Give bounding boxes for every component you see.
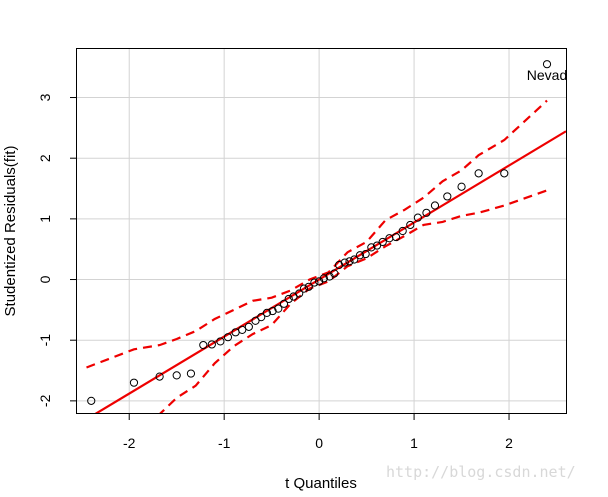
data-point — [295, 289, 304, 298]
plot-area: Nevad — [86, 60, 567, 413]
data-point — [284, 294, 293, 304]
data-point — [330, 269, 339, 278]
data-point — [350, 255, 359, 264]
data-point — [257, 313, 266, 322]
y-tick-label: -2 — [37, 394, 53, 407]
data-point — [251, 316, 260, 325]
y-tick-label: 1 — [37, 215, 53, 223]
data-point — [299, 284, 309, 293]
grid-lines — [77, 49, 566, 413]
x-tick-label: 1 — [410, 435, 418, 451]
data-point — [361, 249, 370, 259]
data-point — [474, 169, 483, 178]
data-point — [262, 308, 272, 317]
data-point — [223, 333, 233, 342]
data-point — [413, 213, 422, 222]
data-point — [422, 208, 431, 217]
data-point — [304, 282, 313, 291]
data-point — [129, 378, 139, 387]
lower-confidence-envelope — [159, 189, 548, 413]
data-point — [238, 325, 247, 334]
data-point — [372, 241, 382, 250]
data-point — [268, 306, 277, 316]
x-axis-title: t Quantiles — [285, 475, 357, 492]
upper-confidence-envelope — [86, 99, 548, 369]
x-tick-label: -1 — [218, 435, 231, 451]
data-point — [378, 237, 387, 247]
point-annotation: Nevad — [527, 67, 567, 83]
data-point — [391, 232, 401, 242]
data-point — [172, 371, 181, 380]
data-point — [279, 299, 289, 308]
data-point — [207, 340, 216, 349]
y-axis-title: Studentized Residuals(fit) — [2, 146, 19, 317]
data-point — [542, 60, 552, 69]
data-point — [334, 260, 344, 270]
data-point — [398, 226, 407, 236]
data-point — [199, 340, 208, 350]
data-point — [186, 369, 196, 378]
y-tick-label: -1 — [37, 334, 53, 347]
data-point — [319, 274, 328, 283]
data-point — [443, 192, 452, 201]
data-point — [367, 243, 376, 252]
data-point — [457, 182, 466, 191]
data-point — [430, 201, 440, 210]
data-point — [87, 396, 96, 405]
watermark: http://blog.csdn.net/ — [386, 463, 576, 481]
data-point — [500, 169, 509, 178]
data-point — [274, 304, 283, 313]
y-tick-label: 3 — [37, 93, 53, 101]
x-tick-label: -2 — [123, 435, 136, 451]
y-tick-label: 0 — [37, 275, 53, 283]
data-point — [310, 278, 319, 287]
axes: -2 -1 0 1 2 -2 -1 0 1 2 3 — [37, 93, 513, 451]
data-point — [155, 372, 164, 381]
plot-frame — [76, 48, 567, 414]
data-point — [244, 322, 253, 331]
data-point — [340, 258, 349, 267]
data-point — [355, 251, 365, 260]
plot-content: Nevad — [86, 60, 567, 413]
x-tick-label: 2 — [505, 435, 513, 451]
data-point — [345, 257, 354, 266]
x-tick-label: 0 — [315, 435, 323, 451]
data-point — [216, 337, 225, 346]
y-tick-label: 2 — [37, 154, 53, 162]
data-point — [406, 220, 415, 230]
